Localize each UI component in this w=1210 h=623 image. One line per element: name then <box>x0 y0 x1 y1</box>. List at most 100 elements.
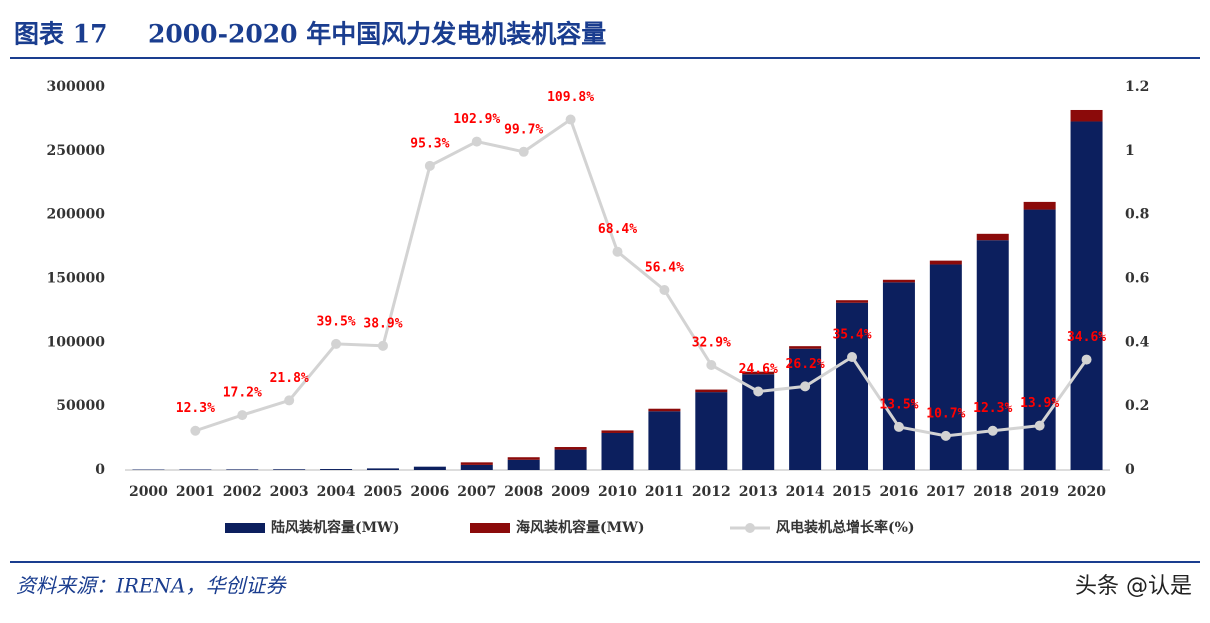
line-marker <box>613 247 623 257</box>
bar <box>695 392 727 470</box>
x-tick-label: 2020 <box>1067 484 1106 500</box>
line-marker <box>237 410 247 420</box>
x-tick-label: 2015 <box>833 484 872 500</box>
bar <box>179 469 211 470</box>
x-tick-label: 2002 <box>223 484 262 500</box>
x-tick-label: 2009 <box>551 484 590 500</box>
y2-tick-label: 0.4 <box>1125 334 1150 350</box>
line-marker <box>706 360 716 370</box>
legend-label: 风电装机总增长率(%) <box>776 519 915 536</box>
data-label: 102.9% <box>453 112 500 127</box>
x-tick-label: 2010 <box>598 484 637 500</box>
y-tick-label: 150000 <box>47 271 106 287</box>
bar <box>461 465 493 470</box>
data-label: 12.3% <box>176 401 215 416</box>
bar <box>273 469 305 470</box>
legend-swatch <box>470 523 510 533</box>
bar <box>602 433 634 470</box>
line-marker <box>800 381 810 391</box>
data-label: 17.2% <box>223 386 262 401</box>
line-marker <box>331 339 341 349</box>
bar <box>977 234 1009 240</box>
y-tick-label: 200000 <box>47 207 106 223</box>
line-marker <box>988 426 998 436</box>
y-tick-label: 300000 <box>47 79 106 95</box>
line-marker <box>941 431 951 441</box>
bar <box>1071 110 1103 121</box>
data-label: 35.4% <box>832 328 871 343</box>
y2-tick-label: 1.2 <box>1125 79 1149 95</box>
bar <box>1024 202 1056 210</box>
line-marker <box>378 341 388 351</box>
y2-tick-label: 0.2 <box>1125 398 1149 414</box>
bar <box>508 457 540 460</box>
x-tick-label: 2001 <box>176 484 215 500</box>
data-label: 38.9% <box>363 316 402 331</box>
data-label: 95.3% <box>410 136 449 151</box>
x-tick-label: 2007 <box>457 484 496 500</box>
line-marker <box>566 115 576 125</box>
data-label: 32.9% <box>692 335 731 350</box>
bar <box>461 462 493 465</box>
bar <box>883 280 915 283</box>
data-label: 12.3% <box>973 401 1012 416</box>
line-marker <box>1082 355 1092 365</box>
bar <box>555 450 587 470</box>
x-tick-label: 2017 <box>926 484 965 500</box>
data-label: 34.6% <box>1067 330 1106 345</box>
bar <box>1071 121 1103 470</box>
line-marker <box>519 147 529 157</box>
bar <box>789 346 821 349</box>
legend-label: 海风装机容量(MW) <box>516 519 644 536</box>
bar <box>226 469 258 470</box>
x-tick-label: 2011 <box>645 484 684 500</box>
legend-swatch <box>225 523 265 533</box>
bar <box>367 468 399 470</box>
bar <box>883 282 915 470</box>
x-tick-label: 2004 <box>317 484 356 500</box>
line-marker <box>894 422 904 432</box>
source: 资料来源：IRENA，华创证券 <box>16 574 288 598</box>
bar <box>602 430 634 433</box>
data-label: 99.7% <box>504 122 543 137</box>
bar <box>414 467 446 470</box>
line-marker <box>425 161 435 171</box>
line-marker <box>190 426 200 436</box>
y2-tick-label: 0 <box>1125 462 1135 478</box>
bar <box>836 300 868 303</box>
data-label: 39.5% <box>317 314 356 329</box>
legend-label: 陆风装机容量(MW) <box>271 519 399 536</box>
data-label: 13.5% <box>879 397 918 412</box>
line-marker <box>1035 421 1045 431</box>
chart-title: 2000-2020 年中国风力发电机装机容量 <box>148 20 606 49</box>
data-label: 10.7% <box>926 406 965 421</box>
line-marker <box>472 137 482 147</box>
data-label: 56.4% <box>645 260 684 275</box>
watermark: 头条 @认是 <box>1075 574 1192 599</box>
data-label: 26.2% <box>786 357 825 372</box>
y-tick-label: 100000 <box>47 334 106 350</box>
y2-tick-label: 0.8 <box>1125 207 1149 223</box>
x-tick-label: 2008 <box>504 484 543 500</box>
x-tick-label: 2006 <box>410 484 449 500</box>
line-marker <box>753 386 763 396</box>
bar <box>648 411 680 470</box>
bar <box>930 261 962 265</box>
legend-swatch <box>745 523 755 533</box>
line-marker <box>284 395 294 405</box>
y-tick-label: 250000 <box>47 143 106 159</box>
bar <box>695 390 727 393</box>
y2-tick-label: 0.6 <box>1125 271 1149 287</box>
x-tick-label: 2014 <box>786 484 825 500</box>
x-tick-label: 2000 <box>129 484 168 500</box>
data-label: 24.6% <box>739 362 778 377</box>
bar <box>555 447 587 450</box>
bar <box>320 469 352 470</box>
x-tick-label: 2013 <box>739 484 778 500</box>
data-label: 109.8% <box>547 90 594 105</box>
figure-label: 图表 17 <box>14 20 108 49</box>
bar <box>508 460 540 470</box>
x-tick-label: 2018 <box>973 484 1012 500</box>
bar <box>648 409 680 412</box>
